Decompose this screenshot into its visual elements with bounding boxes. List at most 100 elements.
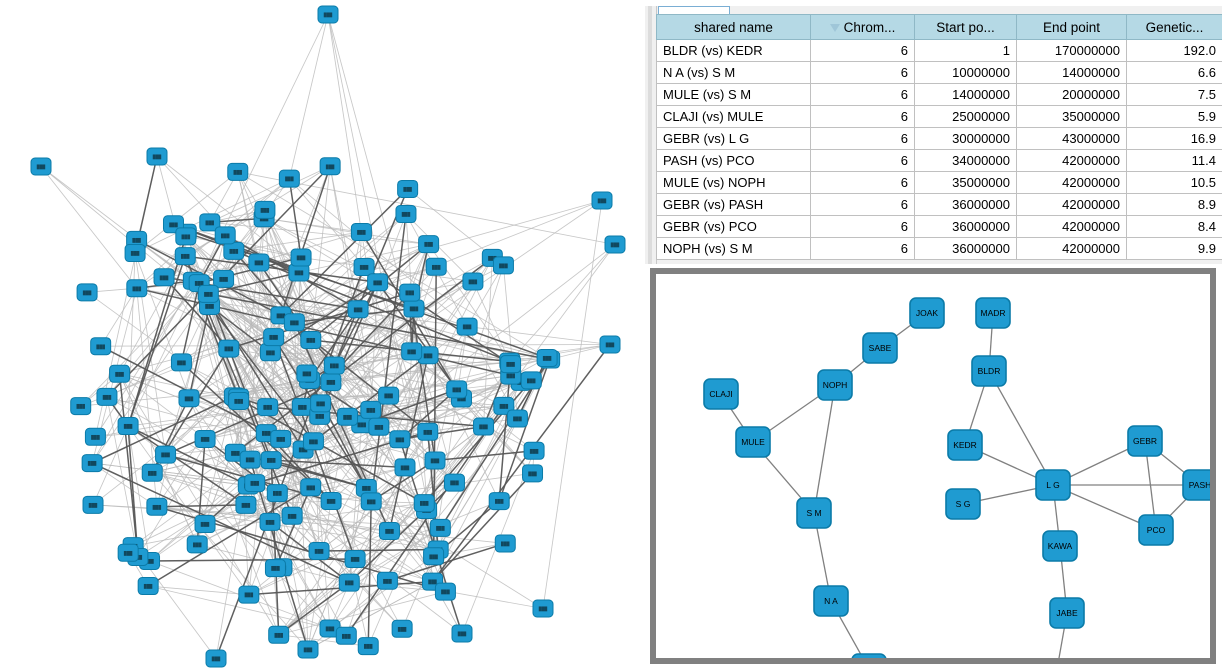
node-shape[interactable]	[84, 427, 106, 446]
main-network-node[interactable]: ███	[320, 491, 342, 510]
node-shape[interactable]	[735, 426, 771, 458]
node-shape[interactable]	[126, 279, 148, 298]
cell-chromosome[interactable]: 6	[810, 39, 915, 62]
node-shape[interactable]	[30, 157, 52, 176]
node-shape[interactable]	[76, 283, 98, 302]
node-shape[interactable]	[376, 571, 398, 590]
main-network-node[interactable]: ███	[126, 279, 148, 298]
node-shape[interactable]	[141, 463, 163, 482]
node-shape[interactable]	[278, 169, 300, 188]
node-shape[interactable]	[263, 328, 285, 347]
node-shape[interactable]	[975, 297, 1011, 329]
main-network-node[interactable]: ███	[300, 331, 322, 350]
node-shape[interactable]	[257, 398, 279, 417]
node-shape[interactable]	[493, 396, 515, 415]
main-network-node[interactable]: ███	[244, 474, 266, 493]
column-header-start-point[interactable]: Start po...	[914, 14, 1017, 40]
main-network-node[interactable]: ███	[446, 380, 468, 399]
cell-end_point[interactable]: 170000000	[1016, 39, 1127, 62]
table-row[interactable]: GEBR (vs) PCO 6 36000000 42000000 8.4	[656, 215, 1222, 238]
main-network-node[interactable]: ███	[248, 253, 270, 272]
cell-shared_name[interactable]: GEBR (vs) PCO	[656, 215, 811, 238]
subnetwork-node[interactable]: CLAJI	[703, 378, 739, 410]
main-network-node[interactable]: ███	[323, 356, 345, 375]
node-shape[interactable]	[851, 653, 887, 658]
subnetwork-node[interactable]: MULE	[735, 426, 771, 458]
main-network-node[interactable]: ███	[360, 492, 382, 511]
main-network-node[interactable]: ███	[417, 422, 439, 441]
main-network-node[interactable]: ███	[81, 454, 103, 473]
main-network-node[interactable]: ███	[137, 577, 159, 596]
node-shape[interactable]	[310, 394, 332, 413]
main-network-node[interactable]: ███	[235, 495, 257, 514]
main-network-node[interactable]: ███	[434, 582, 456, 601]
main-network-node[interactable]: ███	[194, 515, 216, 534]
main-network-node[interactable]: ███	[76, 283, 98, 302]
main-network-node[interactable]: ███	[260, 451, 282, 470]
column-header-shared-name[interactable]: shared name	[656, 14, 811, 40]
main-network-node[interactable]: ███	[117, 543, 139, 562]
subnetwork-node[interactable]: NOPH	[817, 369, 853, 401]
main-network-node[interactable]: ███	[357, 637, 379, 656]
cell-genetic[interactable]: 8.9	[1126, 193, 1222, 216]
node-shape[interactable]	[353, 258, 375, 277]
node-shape[interactable]	[254, 200, 276, 219]
main-network-node[interactable]: ███	[141, 463, 163, 482]
table-row[interactable]: MULE (vs) S M 6 14000000 20000000 7.5	[656, 83, 1222, 106]
node-shape[interactable]	[378, 522, 400, 541]
node-shape[interactable]	[319, 157, 341, 176]
node-shape[interactable]	[462, 272, 484, 291]
subnetwork-node[interactable]: PCO	[1138, 514, 1174, 546]
node-shape[interactable]	[308, 542, 330, 561]
main-network-node[interactable]: ███	[153, 268, 175, 287]
cell-genetic[interactable]: 6.6	[1126, 61, 1222, 84]
table-row[interactable]: N A (vs) S M 6 10000000 14000000 6.6	[656, 61, 1222, 84]
main-network-node[interactable]: ███	[259, 512, 281, 531]
table-row[interactable]: MULE (vs) NOPH 6 35000000 42000000 10.5	[656, 171, 1222, 194]
subnetwork-node[interactable]: S M	[796, 497, 832, 529]
main-network-node[interactable]: ███	[347, 300, 369, 319]
cell-chromosome[interactable]: 6	[810, 237, 915, 260]
cell-start_point[interactable]: 35000000	[914, 171, 1017, 194]
subnetwork-node[interactable]: KEDR	[947, 429, 983, 461]
cell-genetic[interactable]: 11.4	[1126, 149, 1222, 172]
node-shape[interactable]	[395, 205, 417, 224]
main-network-node[interactable]: ███	[257, 398, 279, 417]
main-network-node[interactable]: ███	[278, 169, 300, 188]
node-shape[interactable]	[323, 356, 345, 375]
main-network-node[interactable]: ███	[263, 328, 285, 347]
cell-end_point[interactable]: 42000000	[1016, 237, 1127, 260]
node-shape[interactable]	[425, 257, 447, 276]
main-network-node[interactable]: ███	[264, 559, 286, 578]
main-network-node[interactable]: ███	[296, 364, 318, 383]
table-row[interactable]: GEBR (vs) PASH 6 36000000 42000000 8.9	[656, 193, 1222, 216]
node-shape[interactable]	[300, 331, 322, 350]
main-network-node[interactable]: ███	[319, 157, 341, 176]
node-shape[interactable]	[194, 515, 216, 534]
node-shape[interactable]	[70, 397, 92, 416]
main-network-node[interactable]: ███	[591, 191, 613, 210]
cell-genetic[interactable]: 10.5	[1126, 171, 1222, 194]
main-network-node[interactable]: ███	[376, 571, 398, 590]
main-network-node[interactable]: ███	[124, 244, 146, 263]
main-network-node[interactable]: ███	[175, 227, 197, 246]
node-shape[interactable]	[368, 417, 390, 436]
main-network-node[interactable]: ███	[90, 337, 112, 356]
main-network-node[interactable]: ███	[283, 313, 305, 332]
cell-genetic[interactable]: 7.5	[1126, 83, 1222, 106]
main-network-node[interactable]: ███	[394, 458, 416, 477]
main-network-node[interactable]: ███	[520, 371, 542, 390]
cell-chromosome[interactable]: 6	[810, 127, 915, 150]
main-network-node[interactable]: ███	[360, 400, 382, 419]
subnetwork-node[interactable]: KAWA	[1042, 530, 1078, 562]
node-shape[interactable]	[1035, 469, 1071, 501]
node-shape[interactable]	[522, 464, 544, 483]
node-shape[interactable]	[117, 543, 139, 562]
main-network-node[interactable]: ███	[391, 619, 413, 638]
node-shape[interactable]	[153, 268, 175, 287]
node-shape[interactable]	[492, 256, 514, 275]
node-shape[interactable]	[317, 5, 339, 24]
node-shape[interactable]	[170, 353, 192, 372]
cell-start_point[interactable]: 36000000	[914, 215, 1017, 238]
node-shape[interactable]	[523, 441, 545, 460]
